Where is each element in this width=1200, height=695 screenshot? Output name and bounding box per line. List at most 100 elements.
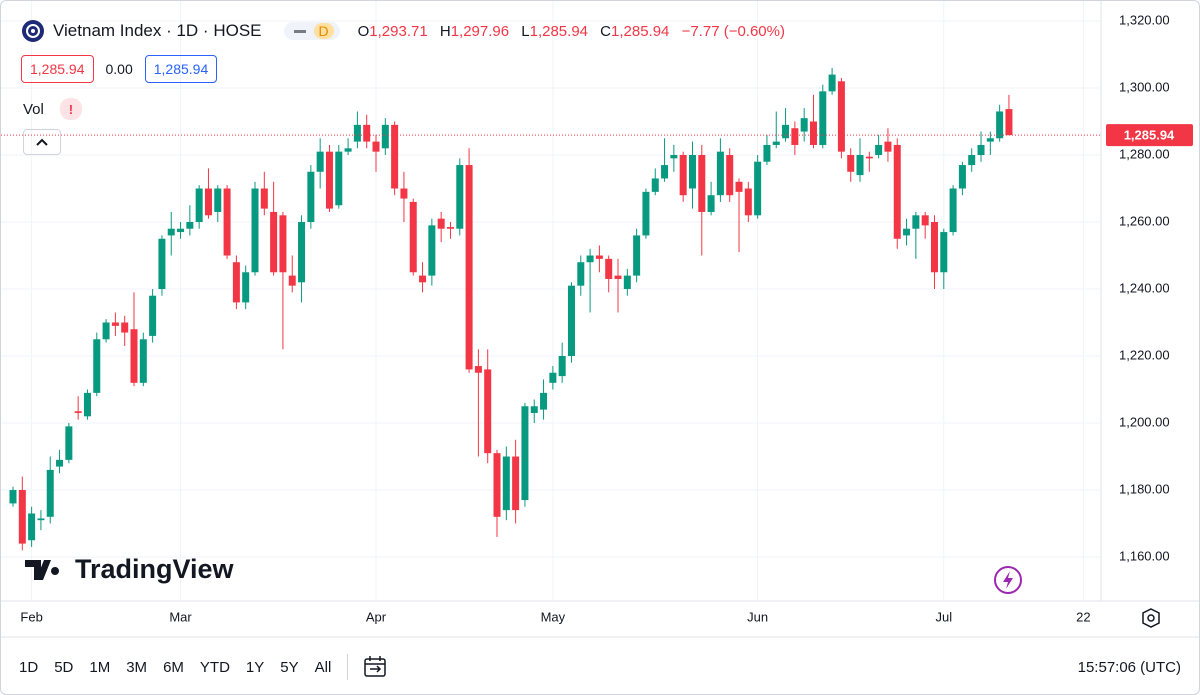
candle-body (930, 222, 938, 273)
range-button[interactable]: 5Y (280, 658, 299, 676)
candle-body (903, 228, 911, 236)
buy-button[interactable]: 1,285.94 (144, 55, 218, 83)
candle-body (642, 191, 650, 236)
candle-body (130, 329, 138, 383)
candle-body (819, 91, 827, 145)
candle-body (1005, 109, 1013, 136)
range-button[interactable]: 6M (163, 658, 184, 676)
candle-body (688, 155, 696, 189)
volume-alert[interactable]: ! (59, 98, 82, 120)
candle-body (353, 124, 361, 142)
candle-body (270, 211, 278, 273)
candle-body (139, 339, 147, 383)
candle-body (437, 218, 445, 229)
settings-button[interactable] (1142, 608, 1160, 628)
separator (347, 654, 349, 680)
ohlc-value: 1,285.94 (611, 22, 670, 40)
spread: 0.00 (105, 61, 133, 77)
candle-body (409, 201, 417, 273)
candle-body (875, 144, 883, 156)
range-button[interactable]: 3M (126, 658, 148, 676)
candle-body (83, 392, 91, 417)
collapse-button[interactable] (23, 129, 61, 155)
candle-body (316, 151, 324, 172)
x-tick-label: Feb (20, 609, 42, 624)
y-tick-label: 1,260.00 (1119, 213, 1170, 228)
candle-body (307, 171, 315, 223)
settings-icon (1142, 608, 1160, 628)
candle-body (549, 372, 557, 383)
range-button[interactable]: 1Y (245, 658, 265, 676)
y-tick-label: 1,160.00 (1119, 548, 1170, 563)
y-tick-label: 1,220.00 (1119, 347, 1170, 362)
y-tick-label: 1,180.00 (1119, 481, 1170, 496)
candles (9, 67, 1013, 551)
candle-body (912, 215, 920, 229)
candle-body (893, 144, 901, 239)
trade-row: 1,285.94 0.00 1,285.94 (21, 55, 218, 83)
candle-body (18, 490, 26, 544)
x-tick-label: Apr (366, 609, 387, 624)
lightning-icon (1003, 571, 1013, 589)
candle-body (865, 156, 873, 159)
ohlc-value: 1,293.71 (369, 22, 428, 40)
candle-body (419, 275, 427, 283)
x-tick-label: Jun (747, 609, 768, 624)
range-button[interactable]: YTD (199, 658, 230, 676)
watermark-text: TradingView (75, 554, 234, 584)
range-button[interactable]: 1D (19, 658, 39, 676)
range-button[interactable]: 1M (89, 658, 111, 676)
candle-body (298, 222, 306, 283)
candle-body (837, 81, 845, 152)
candle-body (744, 188, 752, 216)
candle-body (949, 188, 957, 233)
candle-body (391, 124, 399, 189)
candle-body (530, 406, 538, 413)
range-button[interactable]: All (314, 658, 332, 676)
market-badge: D (283, 22, 340, 40)
candle-body (363, 124, 371, 142)
candle-body (242, 272, 250, 303)
candle-body (856, 155, 864, 176)
symbol-title[interactable]: Vietnam Index · 1D · HOSE (53, 21, 262, 40)
lightning-button[interactable] (994, 566, 1022, 594)
sell-button[interactable]: 1,285.94 (21, 55, 94, 83)
candle-body (595, 255, 603, 259)
candle-body (279, 215, 287, 273)
x-tick-label: Mar (169, 609, 192, 624)
candle-body (772, 141, 780, 145)
change: −7.77 (−0.60%) (681, 22, 785, 40)
candle-body (726, 155, 734, 196)
candle-body (670, 155, 678, 159)
candle-body (158, 238, 166, 290)
candle-body (661, 165, 669, 179)
ohlc-value: 1,297.96 (450, 22, 510, 40)
candle-body (484, 369, 492, 454)
ohlc: O1,293.71 H1,297.96 L1,285.94 C1,285.94 … (358, 23, 785, 40)
candle-body (121, 322, 129, 333)
tv-logo (25, 559, 60, 580)
ohlc-label: O (357, 22, 370, 40)
last-price-label: 1,285.94 (1124, 128, 1175, 143)
candle-body (102, 322, 110, 340)
clock: 15:57:06 (UTC) (1077, 658, 1181, 676)
candle-body (502, 456, 510, 511)
candle-body (204, 188, 212, 216)
ohlc-value: 1,285.94 (529, 22, 588, 40)
candle-body (288, 275, 296, 286)
range-button[interactable]: 5D (54, 658, 74, 676)
candle-body (521, 406, 529, 501)
candle-body (698, 155, 706, 212)
candle-body (800, 118, 808, 132)
candle-body (847, 155, 855, 172)
candle-body (558, 356, 566, 377)
candle-body (335, 151, 343, 206)
date-range-button[interactable] (362, 654, 390, 680)
candle-body (940, 232, 948, 273)
candle-body (177, 228, 185, 233)
watermark: TradingView (25, 554, 234, 585)
y-tick-label: 1,280.00 (1119, 146, 1170, 161)
candle-body (828, 74, 836, 92)
candle-body (512, 456, 520, 511)
